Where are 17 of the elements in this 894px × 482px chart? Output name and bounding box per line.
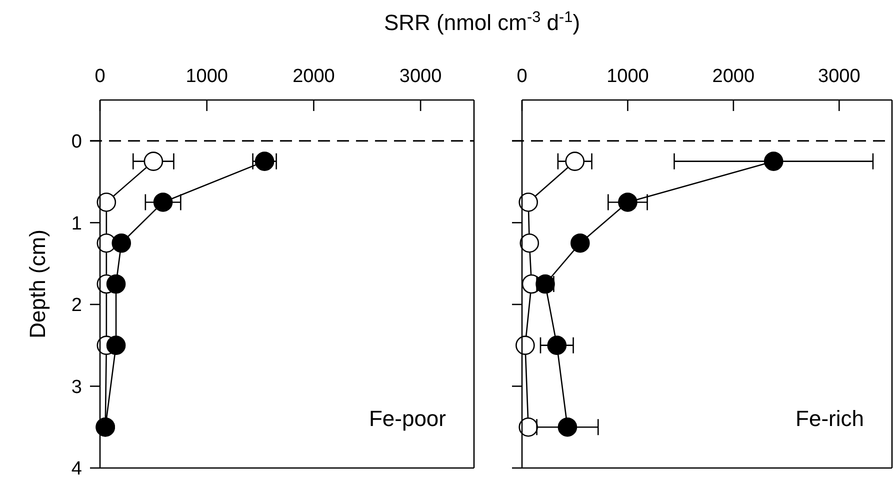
annotation: Fe-rich (796, 406, 864, 431)
annotation: Fe-poor (368, 406, 446, 431)
x-tick-label: 1000 (606, 66, 649, 87)
x-axis-title: SRR (nmol cm$^{-3}$ d$^{-1}$) (384, 8, 580, 35)
x-tick-label: 1000 (186, 66, 228, 87)
x-tick-label: 0 (94, 66, 106, 87)
y-tick-label: 1 (71, 213, 82, 234)
x-tick-label: 3000 (399, 66, 442, 87)
x-tick-label: 3000 (818, 66, 860, 87)
x-tick-label: 0 (516, 66, 528, 87)
y-axis-title: Depth (cm) (25, 230, 50, 338)
y-tick-label: 2 (71, 295, 82, 316)
x-tick-label: 2000 (712, 66, 755, 87)
y-tick-label: 3 (71, 376, 82, 398)
x-tick-label: 2000 (292, 66, 335, 87)
y-tick-label: 4 (71, 458, 82, 480)
y-tick-label: 0 (71, 132, 82, 153)
